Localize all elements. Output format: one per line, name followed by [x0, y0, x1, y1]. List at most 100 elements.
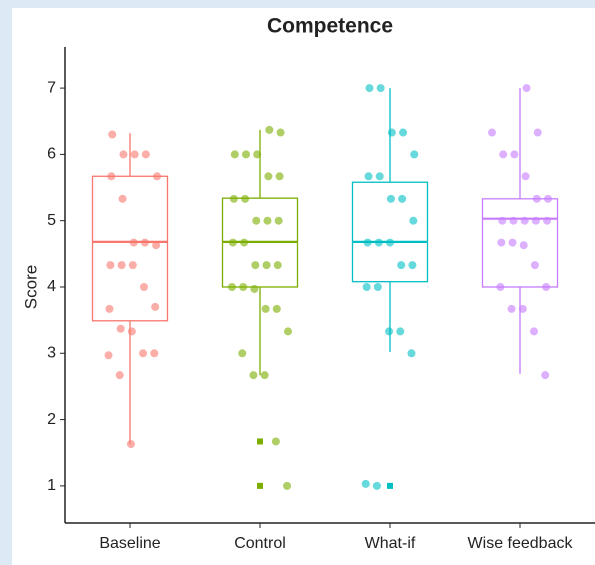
- point: [240, 238, 249, 247]
- point: [364, 172, 373, 181]
- point: [507, 304, 516, 313]
- point: [497, 238, 506, 247]
- y-tick-label: 7: [47, 79, 56, 96]
- x-tick-label: What-if: [365, 535, 416, 552]
- point: [362, 282, 371, 291]
- x-tick-label: Control: [234, 535, 286, 552]
- y-axis-label: Score: [21, 265, 40, 309]
- box: [351, 181, 429, 283]
- point: [509, 216, 518, 225]
- point: [386, 238, 394, 247]
- point: [271, 437, 280, 446]
- point: [150, 349, 159, 358]
- point: [153, 172, 162, 181]
- point: [498, 216, 507, 225]
- point: [105, 304, 114, 313]
- point: [407, 349, 416, 358]
- point: [119, 150, 128, 159]
- point: [365, 84, 374, 93]
- point: [519, 241, 528, 250]
- point: [396, 327, 405, 336]
- y-tick-label: 4: [47, 278, 56, 295]
- point: [372, 481, 381, 490]
- point: [241, 194, 250, 203]
- point: [139, 349, 148, 358]
- point: [276, 128, 285, 137]
- point: [543, 216, 552, 225]
- point: [399, 128, 408, 137]
- y-tick-label: 3: [47, 345, 56, 362]
- point: [261, 304, 270, 313]
- point: [375, 172, 384, 181]
- point: [263, 216, 272, 225]
- point: [373, 282, 382, 291]
- outlier: [257, 438, 263, 445]
- point: [129, 238, 138, 247]
- point: [228, 238, 237, 247]
- point: [118, 194, 127, 203]
- point: [363, 238, 372, 247]
- point: [542, 282, 551, 291]
- point: [532, 194, 541, 203]
- point: [544, 194, 552, 203]
- chart-title: Competence: [267, 15, 393, 38]
- point: [127, 327, 136, 336]
- point: [387, 128, 396, 137]
- outlier: [387, 482, 393, 489]
- outlier: [257, 482, 263, 489]
- point: [104, 351, 113, 360]
- point: [531, 216, 540, 225]
- point: [273, 261, 282, 270]
- point: [283, 481, 292, 490]
- point: [398, 194, 407, 203]
- point: [510, 150, 519, 159]
- box: [481, 198, 559, 288]
- box: [91, 175, 169, 322]
- point: [260, 371, 269, 380]
- point: [533, 128, 542, 137]
- point: [238, 349, 247, 358]
- point: [250, 284, 259, 293]
- point: [385, 327, 394, 336]
- point: [251, 261, 260, 270]
- point: [520, 216, 529, 225]
- point: [409, 216, 418, 225]
- point: [265, 125, 274, 134]
- point: [126, 440, 135, 449]
- point: [117, 261, 126, 270]
- point: [530, 327, 538, 336]
- point: [116, 324, 125, 333]
- point: [253, 150, 262, 159]
- point: [229, 194, 238, 203]
- point: [284, 327, 292, 336]
- point: [508, 238, 517, 247]
- point: [410, 150, 419, 159]
- point: [128, 261, 137, 270]
- x-tick-label: Baseline: [99, 535, 160, 552]
- point: [242, 150, 250, 159]
- point: [106, 261, 115, 270]
- point: [228, 282, 236, 291]
- point: [496, 282, 505, 291]
- point: [140, 282, 148, 291]
- point: [262, 261, 271, 270]
- point: [397, 261, 406, 270]
- point: [274, 216, 283, 225]
- point: [275, 172, 284, 181]
- point: [374, 238, 383, 247]
- point: [252, 216, 261, 225]
- y-tick-label: 6: [47, 146, 56, 163]
- point: [108, 130, 117, 139]
- point: [130, 150, 139, 159]
- point: [521, 172, 530, 181]
- y-tick-label: 5: [47, 212, 56, 229]
- point: [230, 150, 239, 159]
- point: [152, 241, 161, 250]
- point: [239, 282, 248, 291]
- point: [140, 238, 149, 247]
- point: [499, 150, 508, 159]
- y-tick-label: 1: [47, 477, 56, 494]
- point: [541, 371, 550, 380]
